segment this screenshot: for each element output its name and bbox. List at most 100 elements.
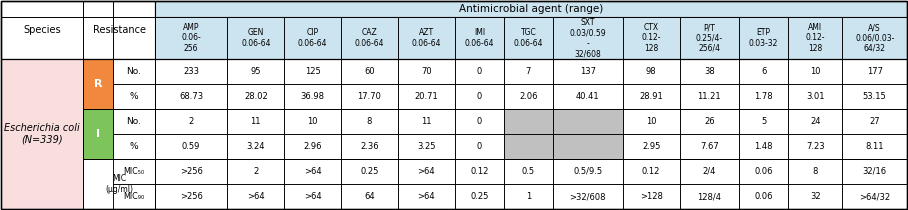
- Text: 0.5/9.5: 0.5/9.5: [573, 167, 602, 176]
- Text: 36.98: 36.98: [301, 92, 325, 101]
- Bar: [504, 109, 553, 134]
- Text: 0.12: 0.12: [642, 167, 660, 176]
- Bar: [679, 159, 739, 184]
- Bar: [623, 134, 679, 159]
- Text: 24: 24: [810, 117, 821, 126]
- Bar: [1, 59, 83, 209]
- Bar: [113, 134, 155, 159]
- Text: 0: 0: [477, 117, 482, 126]
- Bar: [155, 159, 227, 184]
- Text: 3.01: 3.01: [806, 92, 824, 101]
- Bar: [398, 109, 455, 134]
- Bar: [341, 17, 398, 59]
- Bar: [398, 17, 455, 59]
- Text: 53.15: 53.15: [863, 92, 886, 101]
- Text: CIP
0.06-64: CIP 0.06-64: [298, 28, 328, 48]
- Bar: [398, 59, 455, 84]
- Text: 32/16: 32/16: [863, 167, 887, 176]
- Bar: [155, 134, 227, 159]
- Bar: [155, 109, 227, 134]
- Bar: [227, 109, 284, 134]
- Bar: [739, 134, 788, 159]
- Bar: [788, 159, 843, 184]
- Text: >64: >64: [304, 167, 321, 176]
- Bar: [679, 59, 739, 84]
- Bar: [341, 159, 398, 184]
- Text: MIC₉₀: MIC₉₀: [123, 192, 144, 201]
- Bar: [623, 59, 679, 84]
- Text: GEN
0.06-64: GEN 0.06-64: [241, 28, 271, 48]
- Bar: [284, 159, 341, 184]
- Bar: [155, 84, 227, 109]
- Bar: [284, 109, 341, 134]
- Bar: [155, 59, 227, 84]
- Text: IMI
0.06-64: IMI 0.06-64: [465, 28, 494, 48]
- Bar: [284, 184, 341, 209]
- Bar: [155, 17, 227, 59]
- Text: 28.91: 28.91: [639, 92, 663, 101]
- Bar: [739, 59, 788, 84]
- Bar: [113, 84, 155, 109]
- Text: 7.23: 7.23: [806, 142, 824, 151]
- Text: 8.11: 8.11: [865, 142, 884, 151]
- Bar: [155, 184, 227, 209]
- Text: 1.78: 1.78: [755, 92, 773, 101]
- Bar: [843, 59, 907, 84]
- Bar: [341, 109, 398, 134]
- Bar: [284, 59, 341, 84]
- Text: 0: 0: [477, 92, 482, 101]
- Bar: [398, 134, 455, 159]
- Bar: [227, 84, 284, 109]
- Bar: [679, 17, 739, 59]
- Bar: [113, 59, 155, 84]
- Text: 10: 10: [646, 117, 656, 126]
- Text: A/S
0.06/0.03-
64/32: A/S 0.06/0.03- 64/32: [855, 23, 894, 53]
- Bar: [553, 109, 623, 134]
- Text: 32: 32: [810, 192, 821, 201]
- Bar: [227, 184, 284, 209]
- Text: 177: 177: [867, 67, 883, 76]
- Text: >64/32: >64/32: [859, 192, 890, 201]
- Text: 0.5: 0.5: [522, 167, 535, 176]
- Text: SXT
0.03/0.59
-
32/608: SXT 0.03/0.59 - 32/608: [569, 18, 607, 58]
- Bar: [341, 184, 398, 209]
- Text: 1.48: 1.48: [755, 142, 773, 151]
- Text: 125: 125: [305, 67, 321, 76]
- Bar: [227, 59, 284, 84]
- Bar: [788, 109, 843, 134]
- Text: 68.73: 68.73: [179, 92, 203, 101]
- Bar: [553, 184, 623, 209]
- Text: P/T
0.25/4-
256/4: P/T 0.25/4- 256/4: [696, 23, 723, 53]
- Text: Escherichia coli
(N=339): Escherichia coli (N=339): [5, 123, 80, 145]
- Text: >64: >64: [304, 192, 321, 201]
- Text: 128/4: 128/4: [697, 192, 721, 201]
- Text: 5: 5: [761, 117, 766, 126]
- Text: 0: 0: [477, 142, 482, 151]
- Text: 2: 2: [189, 117, 193, 126]
- Bar: [227, 159, 284, 184]
- Bar: [504, 184, 553, 209]
- Text: >64: >64: [418, 192, 435, 201]
- Text: >64: >64: [418, 167, 435, 176]
- Bar: [1, 1, 155, 59]
- Bar: [504, 159, 553, 184]
- Bar: [83, 159, 155, 209]
- Bar: [739, 109, 788, 134]
- Bar: [739, 17, 788, 59]
- Text: No.: No.: [126, 67, 142, 76]
- Text: 95: 95: [251, 67, 261, 76]
- Text: 1: 1: [526, 192, 531, 201]
- Bar: [679, 184, 739, 209]
- Text: 0.59: 0.59: [182, 142, 201, 151]
- Text: 137: 137: [580, 67, 596, 76]
- Text: 233: 233: [183, 67, 199, 76]
- Text: CTX
0.12-
128: CTX 0.12- 128: [641, 23, 661, 53]
- Text: 17.70: 17.70: [358, 92, 381, 101]
- Text: 11: 11: [421, 117, 431, 126]
- Bar: [504, 17, 553, 59]
- Text: >128: >128: [640, 192, 663, 201]
- Bar: [788, 134, 843, 159]
- Bar: [788, 184, 843, 209]
- Text: 8: 8: [367, 117, 372, 126]
- Text: 0.12: 0.12: [470, 167, 489, 176]
